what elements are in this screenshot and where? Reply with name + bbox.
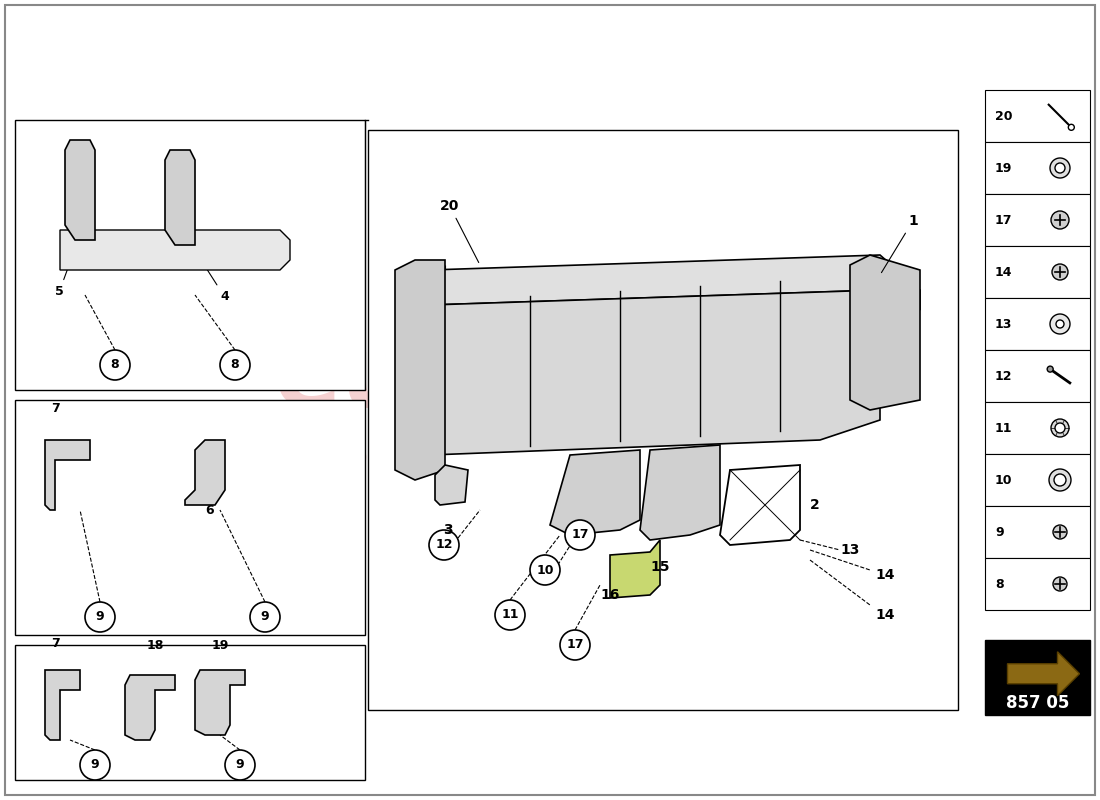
Text: 5: 5 (55, 238, 79, 298)
Text: 8: 8 (996, 578, 1003, 590)
Bar (984, 402, 1090, 454)
Text: 19: 19 (996, 162, 1012, 174)
Bar (984, 142, 1090, 194)
Bar (368, 130, 958, 710)
Circle shape (1068, 124, 1075, 130)
Text: 8: 8 (231, 358, 240, 371)
Circle shape (1053, 525, 1067, 539)
Circle shape (1055, 423, 1065, 433)
Polygon shape (45, 670, 80, 740)
Polygon shape (45, 440, 90, 510)
Circle shape (1056, 320, 1064, 328)
Circle shape (1053, 577, 1067, 591)
Circle shape (1050, 211, 1069, 229)
Text: 19: 19 (211, 639, 229, 652)
Polygon shape (395, 260, 446, 480)
Text: 17: 17 (566, 638, 584, 651)
Circle shape (1052, 264, 1068, 280)
Text: 14: 14 (874, 608, 894, 622)
Circle shape (1050, 314, 1070, 334)
Text: 16: 16 (600, 588, 619, 602)
Bar (984, 90, 1090, 142)
Text: 9: 9 (96, 610, 104, 623)
Polygon shape (640, 445, 720, 540)
Circle shape (220, 350, 250, 380)
Polygon shape (430, 255, 920, 310)
Bar (984, 246, 1090, 298)
Polygon shape (850, 255, 920, 410)
Circle shape (85, 602, 116, 632)
Text: 8: 8 (111, 358, 119, 371)
Text: a passion for parts since 1985: a passion for parts since 1985 (319, 446, 781, 474)
Circle shape (495, 600, 525, 630)
Text: 3: 3 (443, 523, 453, 537)
Polygon shape (165, 150, 195, 245)
Text: 14: 14 (996, 266, 1012, 278)
Circle shape (100, 350, 130, 380)
Polygon shape (434, 465, 468, 505)
Text: 15: 15 (650, 560, 670, 574)
Bar (984, 454, 1090, 506)
Polygon shape (60, 230, 290, 270)
Text: 20: 20 (440, 199, 478, 262)
Circle shape (226, 750, 255, 780)
Bar (15, 120, 365, 390)
Text: 6: 6 (206, 504, 214, 517)
Polygon shape (550, 450, 640, 535)
Circle shape (565, 520, 595, 550)
Circle shape (1049, 469, 1071, 491)
Text: 9: 9 (90, 758, 99, 771)
Polygon shape (430, 290, 880, 455)
Polygon shape (125, 675, 175, 740)
Text: 4: 4 (187, 238, 229, 303)
Text: 9: 9 (996, 526, 1003, 538)
Text: 20: 20 (996, 110, 1012, 122)
Text: 9: 9 (261, 610, 270, 623)
Bar (984, 506, 1090, 558)
Circle shape (250, 602, 280, 632)
Text: 13: 13 (996, 318, 1012, 330)
Text: 17: 17 (571, 529, 588, 542)
Text: 12: 12 (996, 370, 1012, 382)
Bar (984, 640, 1090, 715)
Text: 10: 10 (996, 474, 1012, 486)
Polygon shape (65, 140, 95, 240)
Polygon shape (720, 465, 800, 545)
Bar (984, 350, 1090, 402)
Text: 18: 18 (146, 639, 164, 652)
Circle shape (1047, 366, 1053, 372)
Circle shape (80, 750, 110, 780)
Polygon shape (610, 540, 660, 598)
Polygon shape (185, 440, 226, 505)
Text: 11: 11 (502, 609, 519, 622)
Bar (984, 298, 1090, 350)
Text: 7: 7 (51, 637, 59, 650)
Text: 7: 7 (51, 402, 59, 415)
Circle shape (1050, 419, 1069, 437)
Circle shape (530, 555, 560, 585)
Text: 14: 14 (874, 568, 894, 582)
Text: 9: 9 (235, 758, 244, 771)
Text: 17: 17 (996, 214, 1012, 226)
Text: europarts: europarts (274, 331, 826, 429)
Text: 13: 13 (840, 543, 859, 557)
Circle shape (560, 630, 590, 660)
Circle shape (1054, 474, 1066, 486)
Polygon shape (1008, 652, 1079, 696)
Bar (15, 645, 365, 780)
Circle shape (429, 530, 459, 560)
Text: 10: 10 (537, 563, 553, 577)
Text: 2: 2 (810, 498, 820, 512)
Circle shape (1055, 163, 1065, 173)
Polygon shape (195, 670, 245, 735)
Text: 857 05: 857 05 (1005, 694, 1069, 712)
Text: 12: 12 (436, 538, 453, 551)
Bar (984, 558, 1090, 610)
Bar (15, 400, 365, 635)
Text: 11: 11 (996, 422, 1012, 434)
Circle shape (1050, 158, 1070, 178)
Bar (984, 194, 1090, 246)
Text: 1: 1 (881, 214, 917, 273)
